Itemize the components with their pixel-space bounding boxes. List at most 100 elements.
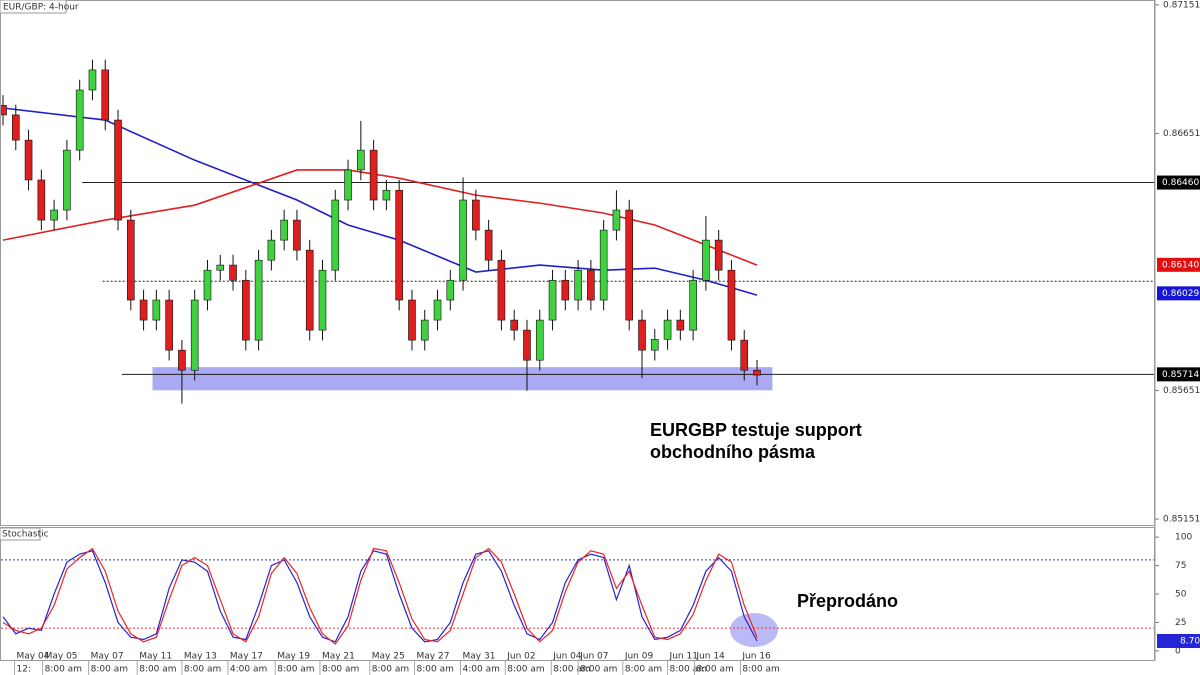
candle-body	[369, 149, 378, 201]
y-tick-label: 100	[1175, 533, 1192, 543]
candle-body	[395, 189, 403, 301]
candle-body	[242, 279, 250, 341]
support-band	[152, 367, 773, 391]
x-tick-label: Jun 09	[624, 652, 654, 662]
price-tag-label: 0.85714	[1162, 370, 1199, 380]
current-value-tag	[1157, 633, 1200, 648]
x-tick-label: May 27	[417, 652, 450, 662]
annotation: EURGBP testuje support	[650, 420, 862, 440]
candle-body	[612, 209, 621, 231]
candle-body	[548, 279, 557, 321]
y-tick-label: 0	[1175, 646, 1181, 656]
x-tick-label: 8:00 am	[625, 665, 662, 675]
x-tick-label: May 11	[139, 652, 172, 662]
candle-body	[510, 319, 519, 331]
x-tick-label: 8:00 am	[507, 665, 544, 675]
candle-body	[382, 189, 391, 201]
candle-body	[0, 105, 7, 116]
candle-body	[152, 299, 161, 321]
candle-body	[753, 369, 761, 376]
x-tick-label: 8:00 am	[670, 665, 707, 675]
candle-body	[305, 249, 314, 331]
candle-body	[50, 209, 58, 221]
y-tick-label: 0.87151	[1163, 0, 1200, 10]
candle-body	[139, 299, 148, 321]
candle-body	[293, 219, 301, 251]
candle-body	[446, 279, 455, 301]
candle-body	[254, 259, 263, 341]
x-tick-label: 8:00 am	[277, 665, 314, 675]
candle-body	[420, 319, 429, 341]
x-tick-label: May 13	[184, 652, 217, 662]
candle-body	[331, 199, 340, 271]
candle-body	[75, 89, 84, 151]
price-tag	[1157, 286, 1200, 301]
x-tick-label: 4:00 am	[230, 665, 267, 675]
x-tick-label: 8:00 am	[139, 665, 176, 675]
candle-body	[433, 299, 442, 321]
candle-body	[101, 69, 110, 121]
x-tick-label: May 25	[372, 652, 405, 662]
x-tick-label: 8:00 am	[553, 665, 590, 675]
candle-body	[484, 229, 493, 261]
x-tick-label: May 17	[230, 652, 263, 662]
moving-average	[2, 169, 758, 266]
candle-body	[24, 139, 33, 181]
candle-body	[561, 279, 570, 301]
x-tick-label: 8:00 am	[742, 665, 779, 675]
candle-body	[267, 239, 276, 261]
x-tick-label: Jun 02	[506, 652, 535, 662]
candle-body	[165, 299, 173, 351]
candle-body	[663, 319, 672, 340]
candle-body	[472, 199, 480, 231]
candle-body	[535, 319, 544, 361]
x-tick-label: 8:00 am	[417, 665, 454, 675]
x-tick-label: May 05	[45, 652, 78, 662]
candle-body	[190, 299, 199, 371]
candle-body	[702, 239, 710, 281]
candle-body	[650, 339, 659, 351]
y-tick-label: 0.85651	[1163, 386, 1200, 396]
x-tick-label: 8:00 am	[91, 665, 128, 675]
candle-body	[625, 209, 634, 321]
candle-body	[740, 339, 749, 371]
stochastic-title-box	[0, 527, 41, 541]
x-tick-label: 8:00 am	[372, 665, 409, 675]
candle-body	[714, 239, 723, 271]
y-tick-label: 0.86651	[1163, 129, 1200, 139]
candle-body	[676, 319, 685, 331]
candle-body	[127, 219, 135, 301]
candle-body	[178, 349, 186, 371]
price-tag-label: 0.86029	[1162, 289, 1199, 299]
candle-body	[357, 149, 365, 171]
title-box	[0, 0, 67, 14]
price-tag-label: 0.86460	[1162, 178, 1199, 188]
x-tick-label: 8:00 am	[580, 665, 617, 675]
x-tick-label: 12:	[17, 665, 31, 675]
candle-body	[216, 264, 225, 271]
x-tick-label: Jun 07	[579, 652, 608, 662]
candle-body	[344, 169, 352, 201]
candle-body	[574, 269, 582, 301]
y-tick-label: 50	[1175, 590, 1187, 600]
current-value-label: 8.70	[1180, 636, 1200, 646]
y-tick-label: 25	[1175, 618, 1186, 628]
y-tick-label: 0.85151	[1163, 515, 1200, 525]
x-tick-label: Jun 14	[695, 652, 725, 662]
x-tick-label: Jun 04	[552, 652, 582, 662]
candle-body	[88, 69, 97, 91]
price-tag	[1157, 367, 1200, 382]
price-tag	[1157, 257, 1200, 272]
candle-body	[497, 259, 506, 321]
candle-body	[599, 229, 608, 301]
x-tick-label: May 19	[277, 652, 310, 662]
x-tick-label: Jun 11	[669, 652, 698, 662]
x-tick-label: May 31	[463, 652, 496, 662]
x-tick-label: May 21	[322, 652, 355, 662]
x-tick-label: Jun 16	[741, 652, 771, 662]
x-tick-label: 8:00 am	[45, 665, 82, 675]
x-tick-label: 8:00 am	[322, 665, 359, 675]
price-tag	[1157, 175, 1200, 190]
